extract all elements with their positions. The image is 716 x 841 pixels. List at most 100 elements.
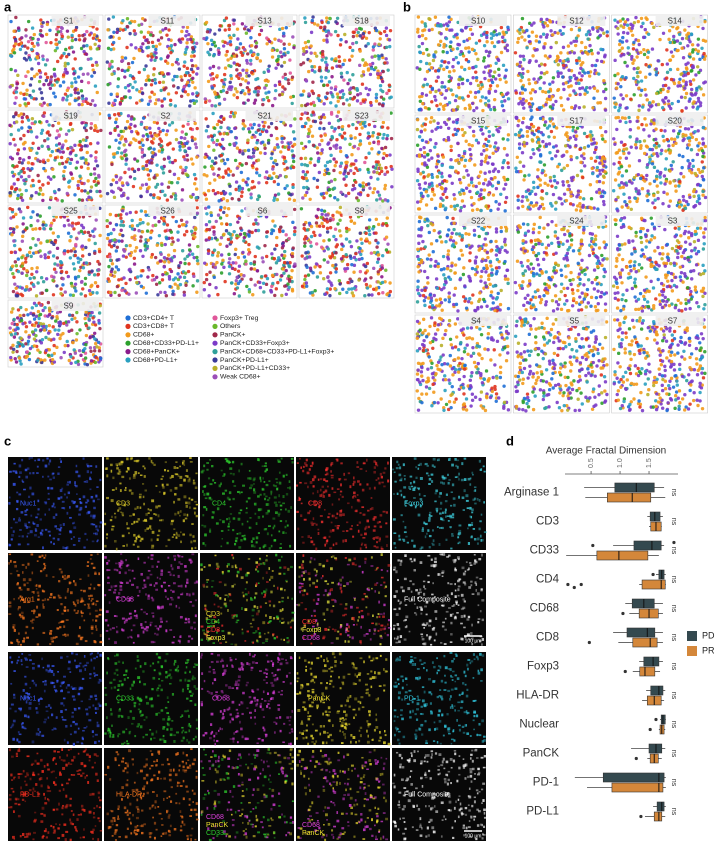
cell-dot bbox=[42, 111, 47, 115]
cell-dot bbox=[18, 359, 22, 363]
cell-dot bbox=[252, 222, 256, 226]
cell-dot bbox=[303, 163, 307, 167]
cell-dot bbox=[31, 282, 35, 287]
cell-dot bbox=[382, 29, 387, 34]
cell-dot bbox=[366, 136, 370, 140]
cell-dot bbox=[235, 90, 239, 94]
cell-dot bbox=[138, 222, 142, 226]
cell-dot bbox=[157, 219, 161, 224]
cell-dot bbox=[265, 42, 269, 46]
cell-dot bbox=[190, 252, 195, 256]
cell-dot bbox=[156, 261, 160, 265]
cell-dot bbox=[15, 86, 19, 90]
cell-dot bbox=[180, 249, 185, 253]
cell-dot bbox=[155, 121, 159, 125]
cell-dot bbox=[299, 141, 304, 146]
cell-dot bbox=[280, 253, 284, 257]
cell-dot bbox=[108, 254, 112, 259]
cell-dot bbox=[36, 324, 41, 328]
cell-dot bbox=[70, 127, 75, 132]
cell-dot bbox=[344, 183, 348, 187]
cell-dot bbox=[257, 181, 261, 185]
cell-dot bbox=[299, 156, 303, 161]
cell-dot bbox=[437, 88, 441, 92]
cell-dot bbox=[179, 75, 183, 79]
cell-dot bbox=[420, 33, 425, 38]
cell-dot bbox=[348, 215, 353, 219]
cell-dot bbox=[74, 153, 78, 158]
cell-dot bbox=[443, 60, 447, 64]
cell-dot bbox=[32, 344, 37, 348]
cell-dot bbox=[361, 99, 366, 103]
cell-dot bbox=[28, 246, 33, 250]
cell-dot bbox=[474, 78, 479, 83]
cell-dot bbox=[237, 264, 242, 268]
cell-dot bbox=[152, 120, 157, 124]
cell-dot bbox=[160, 147, 165, 152]
cell-dot bbox=[140, 16, 145, 21]
cell-dot bbox=[24, 307, 28, 312]
cell-dot bbox=[688, 40, 692, 44]
cell-dot bbox=[84, 97, 88, 101]
cell-dot bbox=[44, 277, 49, 281]
cell-dot bbox=[166, 61, 170, 65]
cell-dot bbox=[97, 249, 102, 254]
cell-dot bbox=[38, 214, 42, 218]
cell-dot bbox=[235, 275, 239, 280]
cell-dot bbox=[236, 269, 241, 273]
cell-dot bbox=[684, 106, 688, 110]
cell-dot bbox=[130, 218, 134, 223]
cell-dot bbox=[288, 58, 292, 62]
cell-dot bbox=[45, 119, 49, 124]
cell-dot bbox=[274, 66, 278, 70]
cell-dot bbox=[128, 73, 133, 78]
cell-dot bbox=[62, 252, 67, 256]
cell-dot bbox=[81, 226, 86, 230]
cell-dot bbox=[372, 140, 376, 145]
cell-dot bbox=[172, 248, 177, 253]
cell-dot bbox=[138, 239, 143, 243]
cell-dot bbox=[320, 49, 325, 54]
cell-dot bbox=[276, 182, 280, 187]
cell-dot bbox=[367, 182, 371, 186]
cell-dot bbox=[195, 211, 200, 215]
cell-dot bbox=[155, 182, 160, 187]
cell-dot bbox=[94, 150, 98, 154]
cell-dot bbox=[84, 123, 88, 128]
cell-dot bbox=[317, 156, 321, 161]
cell-dot bbox=[108, 62, 112, 66]
cell-dot bbox=[246, 252, 251, 256]
cell-dot bbox=[247, 74, 251, 78]
cell-dot bbox=[47, 133, 52, 137]
cell-dot bbox=[119, 216, 123, 220]
cell-dot bbox=[60, 199, 64, 203]
cell-dot bbox=[347, 287, 351, 291]
cell-dot bbox=[11, 347, 16, 351]
cell-dot bbox=[449, 76, 453, 80]
cell-dot bbox=[641, 21, 645, 26]
cell-dot bbox=[368, 232, 372, 237]
cell-dot bbox=[244, 180, 248, 184]
cell-dot bbox=[474, 64, 478, 69]
cell-dot bbox=[36, 348, 40, 352]
cell-dot bbox=[184, 283, 188, 287]
cell-dot bbox=[339, 161, 344, 165]
cell-dot bbox=[56, 121, 61, 125]
cell-dot bbox=[202, 173, 206, 177]
cell-dot bbox=[89, 172, 93, 177]
cell-dot bbox=[62, 350, 66, 355]
cell-dot bbox=[191, 192, 195, 197]
cell-dot bbox=[85, 362, 90, 367]
cell-dot bbox=[170, 242, 174, 247]
cell-dot bbox=[330, 125, 334, 130]
cell-dot bbox=[485, 30, 489, 35]
cell-dot bbox=[329, 153, 333, 158]
cell-dot bbox=[159, 57, 163, 61]
cell-dot bbox=[450, 28, 454, 32]
cell-dot bbox=[661, 87, 665, 92]
cell-dot bbox=[664, 96, 668, 100]
cell-dot bbox=[93, 251, 97, 255]
cell-dot bbox=[304, 45, 309, 49]
cell-dot bbox=[702, 57, 707, 61]
